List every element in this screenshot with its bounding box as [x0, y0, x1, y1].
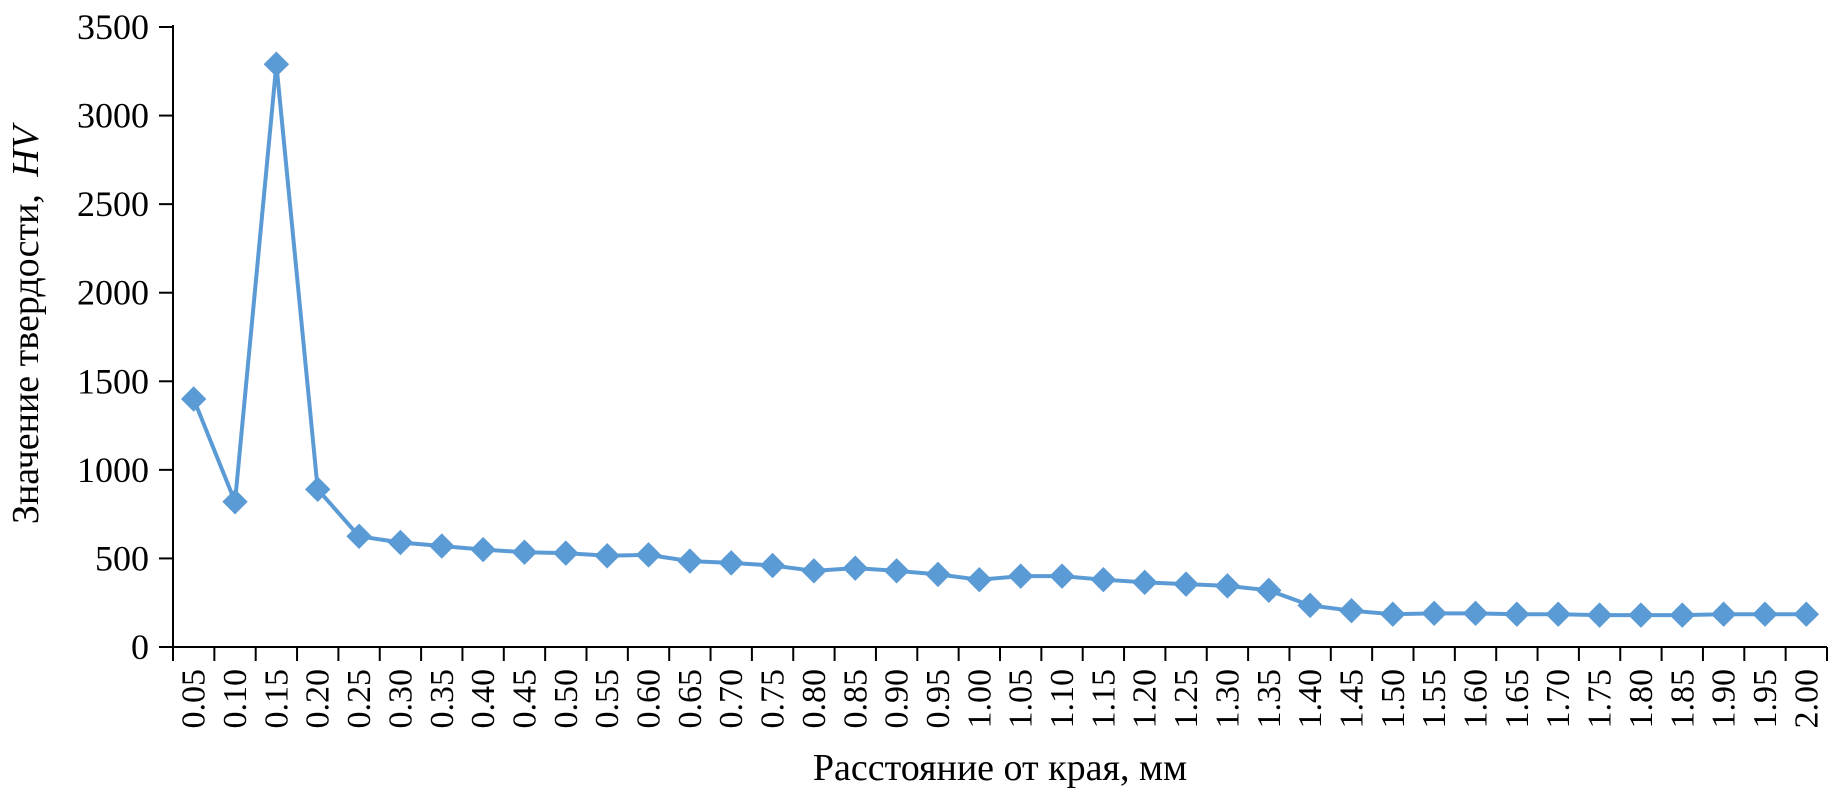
x-tick-label: 0.95	[920, 669, 957, 729]
x-tick-label: 0.90	[879, 669, 916, 729]
series-layer	[180, 51, 1820, 628]
x-tick-label: 0.85	[837, 669, 874, 729]
data-point	[346, 523, 372, 549]
data-point	[1256, 577, 1282, 604]
data-point	[1380, 601, 1406, 627]
x-tick-label: 1.40	[1292, 669, 1329, 729]
data-point	[1297, 592, 1323, 619]
data-point	[263, 51, 290, 77]
x-tick-label: 0.65	[672, 669, 709, 729]
data-point	[1090, 566, 1117, 593]
data-point	[966, 566, 993, 593]
x-tick-label: 0.25	[341, 669, 378, 729]
data-point	[1504, 601, 1530, 627]
data-point	[677, 548, 703, 574]
x-tick-label: 0.05	[176, 669, 213, 729]
data-point	[222, 489, 248, 515]
data-point	[1049, 563, 1075, 589]
data-point	[387, 529, 414, 556]
x-tick-label: 1.10	[1044, 669, 1081, 729]
data-point	[801, 558, 827, 584]
data-point	[180, 386, 207, 412]
x-tick-label: 0.55	[589, 669, 626, 729]
x-tick-label: 1.45	[1333, 669, 1370, 729]
data-point	[1338, 597, 1365, 624]
data-point	[553, 540, 579, 566]
y-tick-label: 1500	[77, 361, 149, 401]
data-point	[305, 476, 331, 503]
data-point	[511, 539, 538, 565]
data-point	[1545, 601, 1571, 627]
x-tick-label: 1.25	[1168, 669, 1205, 729]
x-tick-label: 1.80	[1623, 669, 1660, 729]
x-tick-label: 0.45	[506, 669, 543, 729]
x-tick-label: 0.75	[755, 669, 792, 729]
x-tick-label: 0.40	[465, 669, 502, 729]
data-point	[470, 536, 496, 563]
x-tick-label: 1.05	[1003, 669, 1040, 729]
data-point	[594, 543, 620, 569]
data-point	[842, 555, 868, 581]
x-tick-label: 1.15	[1085, 669, 1122, 729]
y-tick-label: 3500	[77, 7, 149, 47]
x-tick-label: 1.35	[1251, 669, 1288, 729]
x-tick-label: 0.20	[300, 669, 337, 729]
data-point	[718, 550, 744, 576]
x-tick-label: 1.95	[1747, 669, 1784, 729]
series-line	[191, 62, 1807, 618]
data-point	[759, 552, 786, 579]
x-axis-title: Расстояние от края, мм	[813, 747, 1187, 789]
y-axis-title: Значение твердости, HV	[5, 122, 47, 524]
data-point	[1421, 600, 1447, 627]
data-point	[1793, 601, 1820, 627]
data-point	[925, 561, 951, 588]
x-tick-label: 0.15	[258, 669, 295, 729]
y-axis: 0 500 1000 1500 2000 2500 3000 3500	[77, 7, 174, 667]
x-axis: 0.05 0.10 0.15 0.20 0.25 0.30 0.35 0.40 0.45 0.50…	[172, 646, 1828, 729]
data-point	[429, 533, 455, 559]
x-tick-label: 1.70	[1540, 669, 1577, 729]
x-tick-label: 1.00	[961, 669, 998, 729]
x-tick-label: 1.90	[1706, 669, 1743, 729]
x-tick-label: 0.35	[424, 669, 461, 729]
x-tick-label: 0.60	[631, 669, 668, 729]
data-point	[1007, 563, 1034, 589]
data-point	[1669, 602, 1695, 628]
data-point	[1173, 571, 1199, 597]
y-axis-title-unit: HV	[5, 122, 47, 177]
x-tick-label: 0.70	[713, 669, 750, 729]
x-tick-label: 1.20	[1127, 669, 1164, 729]
x-tick-label: 2.00	[1788, 669, 1825, 729]
data-point	[635, 542, 662, 568]
data-point	[1586, 602, 1613, 628]
x-tick-label: 0.50	[548, 669, 585, 729]
y-tick-label: 2000	[77, 273, 149, 313]
x-tick-label: 1.30	[1209, 669, 1246, 729]
x-tick-label: 1.60	[1458, 669, 1495, 729]
y-axis-title-text: Значение твердости,	[5, 194, 47, 524]
y-tick-label: 0	[131, 627, 149, 667]
y-tick-label: 2500	[77, 184, 149, 224]
y-tick-label: 1000	[77, 450, 149, 490]
data-point	[883, 558, 910, 584]
x-tick-label: 0.80	[796, 669, 833, 729]
data-point	[1752, 601, 1778, 627]
x-tick-label: 1.50	[1375, 669, 1412, 729]
x-tick-label: 1.75	[1582, 669, 1619, 729]
y-tick-label: 500	[95, 538, 149, 578]
x-tick-label: 0.30	[382, 669, 419, 729]
data-point	[1132, 569, 1158, 596]
x-tick-label: 1.85	[1664, 669, 1701, 729]
data-point	[1462, 600, 1489, 627]
x-tick-label: 1.65	[1499, 669, 1536, 729]
x-tick-label: 1.55	[1416, 669, 1453, 729]
data-point	[1214, 573, 1241, 599]
data-point	[1628, 602, 1654, 628]
data-point	[1710, 601, 1737, 627]
y-tick-label: 3000	[77, 96, 149, 136]
x-tick-label: 0.10	[217, 669, 254, 729]
